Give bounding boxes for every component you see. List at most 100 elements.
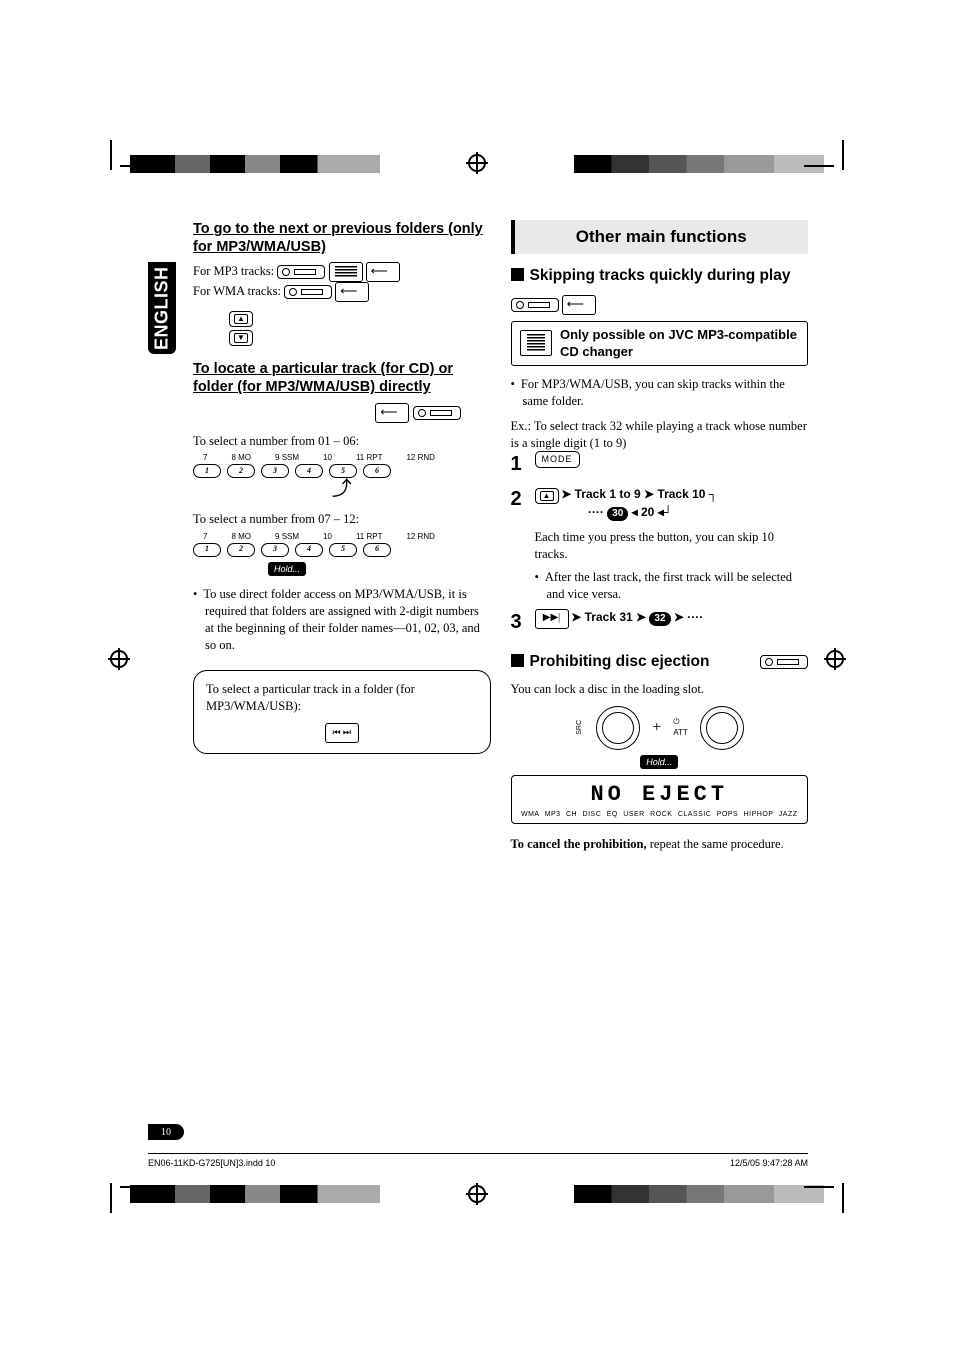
number-key: 6 xyxy=(363,543,391,557)
number-key: 1 xyxy=(193,543,221,557)
select-track-in-folder-box: To select a particular track in a folder… xyxy=(193,670,491,754)
number-key: 6 xyxy=(363,464,391,478)
registration-target-icon xyxy=(110,650,128,668)
mp3-tracks-label: For MP3 tracks: xyxy=(193,264,274,278)
up-down-buttons-graphic: ▲ ▼ xyxy=(229,308,491,346)
src-button-label: SRC xyxy=(575,720,584,735)
left-column: To go to the next or previous folders (o… xyxy=(193,220,491,853)
chip-row xyxy=(193,403,461,423)
registration-bar xyxy=(574,155,824,173)
step-1: 1 MODE xyxy=(511,451,809,478)
cancel-prohibition-bold: To cancel the prohibition, xyxy=(511,837,647,851)
return-arrow-icon xyxy=(562,295,596,315)
att-button-label: ⏻ATT xyxy=(673,717,688,739)
flow-bubble: 30 xyxy=(607,507,628,521)
disc-chip-icon xyxy=(284,285,332,299)
key-top-label: 11 RPT xyxy=(356,453,383,464)
return-arrow-icon xyxy=(335,282,369,302)
key-top-label: 8 MO xyxy=(231,532,251,543)
dial-combo-graphic: SRC + ⏻ATT xyxy=(511,706,809,750)
prev-next-icon: ⏮ ⏭ xyxy=(325,723,359,743)
chip-row xyxy=(511,295,809,315)
crop-mark-icon xyxy=(110,130,130,150)
lock-disc-text: You can lock a disc in the loading slot. xyxy=(511,681,809,698)
step-2-description: Each time you press the button, you can … xyxy=(535,529,809,603)
select-track-in-folder-text: To select a particular track in a folder… xyxy=(206,681,478,715)
number-key: 2 xyxy=(227,543,255,557)
key-top-label: 7 xyxy=(203,453,207,464)
disc-chip-icon xyxy=(760,655,808,669)
registration-target-icon xyxy=(468,154,486,172)
key-top-label: 8 MO xyxy=(231,453,251,464)
subheading-skip-tracks-text: Skipping tracks quickly during play xyxy=(530,267,791,284)
number-key: 3 xyxy=(261,464,289,478)
select-07-12-label: To select a number from 07 – 12: xyxy=(193,511,491,528)
step-2: 2 ▲ ➤ Track 1 to 9 ➤ Track 10 ┐ ···· 30 … xyxy=(511,486,809,521)
disc-chip-icon xyxy=(277,265,325,279)
lcd-display-graphic: NO EJECT WMA MP3 CH DISC EQ USER ROCK CL… xyxy=(511,775,809,824)
select-01-06-label: To select a number from 01 – 06: xyxy=(193,433,491,450)
print-footer: EN06-11KD-G725[UN]3.indd 10 12/5/05 9:47… xyxy=(148,1153,808,1168)
page-number: 10 xyxy=(148,1124,184,1140)
number-key: 5 xyxy=(329,543,357,557)
flow-label: Track 10 xyxy=(657,487,705,501)
step-2-text: Each time you press the button, you can … xyxy=(535,529,809,563)
registration-bar xyxy=(130,1185,380,1203)
square-bullet-icon xyxy=(511,654,524,667)
number-key: 1 xyxy=(193,464,221,478)
registration-target-icon xyxy=(468,1185,486,1203)
folder-naming-bullet: To use direct folder access on MP3/WMA/U… xyxy=(205,586,491,654)
jvc-changer-text: Only possible on JVC MP3-compatible CD c… xyxy=(560,326,799,361)
number-key: 3 xyxy=(261,543,289,557)
folder-naming-note: To use direct folder access on MP3/WMA/U… xyxy=(193,586,491,654)
footer-file-path: EN06-11KD-G725[UN]3.indd 10 xyxy=(148,1158,275,1168)
page-content: ENGLISH To go to the next or previous fo… xyxy=(148,220,808,1120)
key-top-label: 10 xyxy=(323,532,332,543)
square-bullet-icon xyxy=(511,268,524,281)
display-indicator-row: WMA MP3 CH DISC EQ USER ROCK CLASSIC POP… xyxy=(516,810,804,819)
mp3-bars-icon xyxy=(329,262,363,282)
skip-folder-note: For MP3/WMA/USB, you can skip tracks wit… xyxy=(511,376,809,410)
cancel-prohibition-line: To cancel the prohibition, repeat the sa… xyxy=(511,836,809,853)
wma-tracks-line: For WMA tracks: xyxy=(193,282,491,302)
key-top-label: 10 xyxy=(323,453,332,464)
step-3: 3 ▶▶| ➤ Track 31 ➤ 32 ➤ ···· xyxy=(511,609,809,636)
display-main-text: NO EJECT xyxy=(516,780,804,810)
step-number: 1 xyxy=(511,451,529,478)
crop-mark-icon xyxy=(824,130,844,150)
example-text: Ex.: To select track 32 while playing a … xyxy=(511,418,809,452)
crop-mark-icon xyxy=(824,1203,844,1223)
heading-locate-track: To locate a particular track (for CD) or… xyxy=(193,360,491,396)
key-top-label: 12 RND xyxy=(406,532,434,543)
section-title: Other main functions xyxy=(511,220,809,254)
key-top-label: 12 RND xyxy=(406,453,434,464)
subheading-prohibit-ejection: Prohibiting disc ejection xyxy=(511,652,809,673)
number-key: 2 xyxy=(227,464,255,478)
crop-mark-icon xyxy=(110,1203,130,1223)
mp3-bars-icon xyxy=(520,330,553,356)
disc-chip-icon xyxy=(413,406,461,420)
mp3-tracks-line: For MP3 tracks: xyxy=(193,262,491,282)
jvc-changer-callout: Only possible on JVC MP3-compatible CD c… xyxy=(511,321,809,366)
registration-target-icon xyxy=(826,650,844,668)
dial-icon xyxy=(596,706,640,750)
key-top-label: 9 SSM xyxy=(275,532,299,543)
language-tab: ENGLISH xyxy=(148,262,176,354)
return-arrow-icon xyxy=(375,403,409,423)
keypad-low: 7 8 MO 9 SSM 10 11 RPT 12 RND 1 2 3 4 5 … xyxy=(193,453,491,503)
footer-timestamp: 12/5/05 9:47:28 AM xyxy=(730,1158,808,1168)
subheading-prohibit-text: Prohibiting disc ejection xyxy=(530,653,710,670)
registration-bar xyxy=(574,1185,824,1203)
up-button-icon: ▲ xyxy=(535,488,559,504)
flow-label: Track 31 xyxy=(585,610,633,624)
flow-bubble: 32 xyxy=(649,612,670,626)
number-key: 4 xyxy=(295,543,323,557)
keypad-high: 7 8 MO 9 SSM 10 11 RPT 12 RND 1 2 3 4 5 … xyxy=(193,532,491,576)
disc-chip-icon xyxy=(511,298,559,312)
mode-button-icon: MODE xyxy=(535,451,580,467)
heading-next-prev-folders: To go to the next or previous folders (o… xyxy=(193,220,491,256)
next-track-icon: ▶▶| xyxy=(535,609,569,629)
step-number: 3 xyxy=(511,609,529,636)
number-key: 4 xyxy=(295,464,323,478)
subheading-skip-tracks: Skipping tracks quickly during play xyxy=(511,266,809,287)
